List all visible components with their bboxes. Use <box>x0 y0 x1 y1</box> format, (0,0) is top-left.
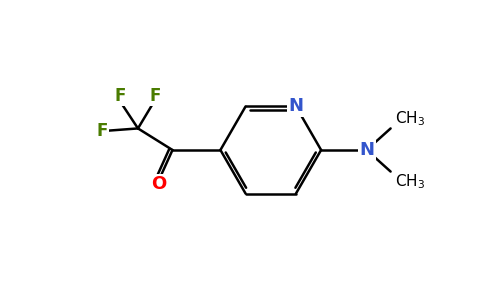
Text: F: F <box>114 87 125 105</box>
Text: O: O <box>151 175 166 193</box>
Text: F: F <box>149 87 160 105</box>
Text: CH$_3$: CH$_3$ <box>395 110 425 128</box>
Text: N: N <box>359 141 374 159</box>
Text: N: N <box>288 98 303 116</box>
Text: CH$_3$: CH$_3$ <box>395 172 425 190</box>
Text: F: F <box>97 122 108 140</box>
